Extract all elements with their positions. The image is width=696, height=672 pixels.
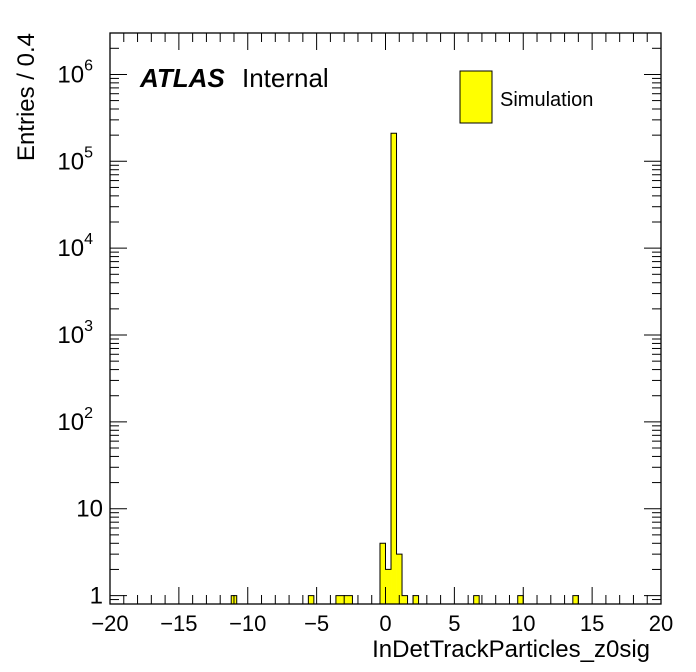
histogram-bin bbox=[391, 133, 397, 604]
x-tick-label: 20 bbox=[649, 611, 673, 636]
y-tick-label: 102 bbox=[57, 405, 93, 436]
histogram-bin bbox=[572, 595, 579, 604]
x-tick-label: −5 bbox=[304, 611, 329, 636]
legend-swatch bbox=[459, 70, 493, 124]
plot-frame bbox=[109, 32, 662, 605]
x-tick-label: −15 bbox=[160, 611, 197, 636]
x-tick-label: 15 bbox=[580, 611, 604, 636]
histogram-bin bbox=[385, 569, 392, 604]
axis-ticks bbox=[109, 32, 662, 604]
x-tick-label: 5 bbox=[448, 611, 460, 636]
histogram-bin bbox=[346, 595, 353, 604]
x-tick-label: −20 bbox=[91, 611, 128, 636]
y-tick-label: 106 bbox=[57, 57, 93, 88]
x-tick-label: 10 bbox=[511, 611, 535, 636]
x-tick-label: −10 bbox=[229, 611, 266, 636]
histogram-bars bbox=[230, 132, 579, 604]
histogram-bin bbox=[402, 595, 408, 604]
atlas-label: ATLAS Internal bbox=[139, 63, 329, 93]
y-tick-label: 10 bbox=[76, 496, 103, 523]
y-axis-label: Entries / 0.4 bbox=[13, 33, 40, 161]
histogram-bin bbox=[308, 595, 314, 604]
legend: Simulation bbox=[459, 70, 593, 124]
atlas-label-bold: ATLAS bbox=[139, 63, 225, 93]
histogram-bin bbox=[517, 595, 524, 604]
histogram-bin bbox=[473, 595, 480, 604]
histogram-bin bbox=[396, 554, 403, 604]
histogram-bin bbox=[379, 543, 386, 604]
histogram-bin bbox=[335, 595, 342, 604]
x-axis-label: InDetTrackParticles_z0sig bbox=[372, 636, 650, 663]
legend-label: Simulation bbox=[500, 89, 593, 111]
x-tick-labels: −20 −15 −10 −5 0 5 10 15 20 bbox=[91, 611, 673, 636]
y-tick-label: 105 bbox=[57, 144, 93, 175]
x-tick-label: 0 bbox=[379, 611, 391, 636]
histogram-bin bbox=[413, 595, 419, 604]
histogram-outline bbox=[230, 132, 579, 604]
y-tick-label: 1 bbox=[90, 583, 103, 610]
atlas-label-text: Internal bbox=[242, 63, 329, 93]
y-tick-label: 104 bbox=[57, 231, 93, 262]
y-tick-labels: 1 10 102 103 104 105 106 bbox=[57, 57, 103, 609]
y-tick-label: 103 bbox=[57, 318, 93, 349]
